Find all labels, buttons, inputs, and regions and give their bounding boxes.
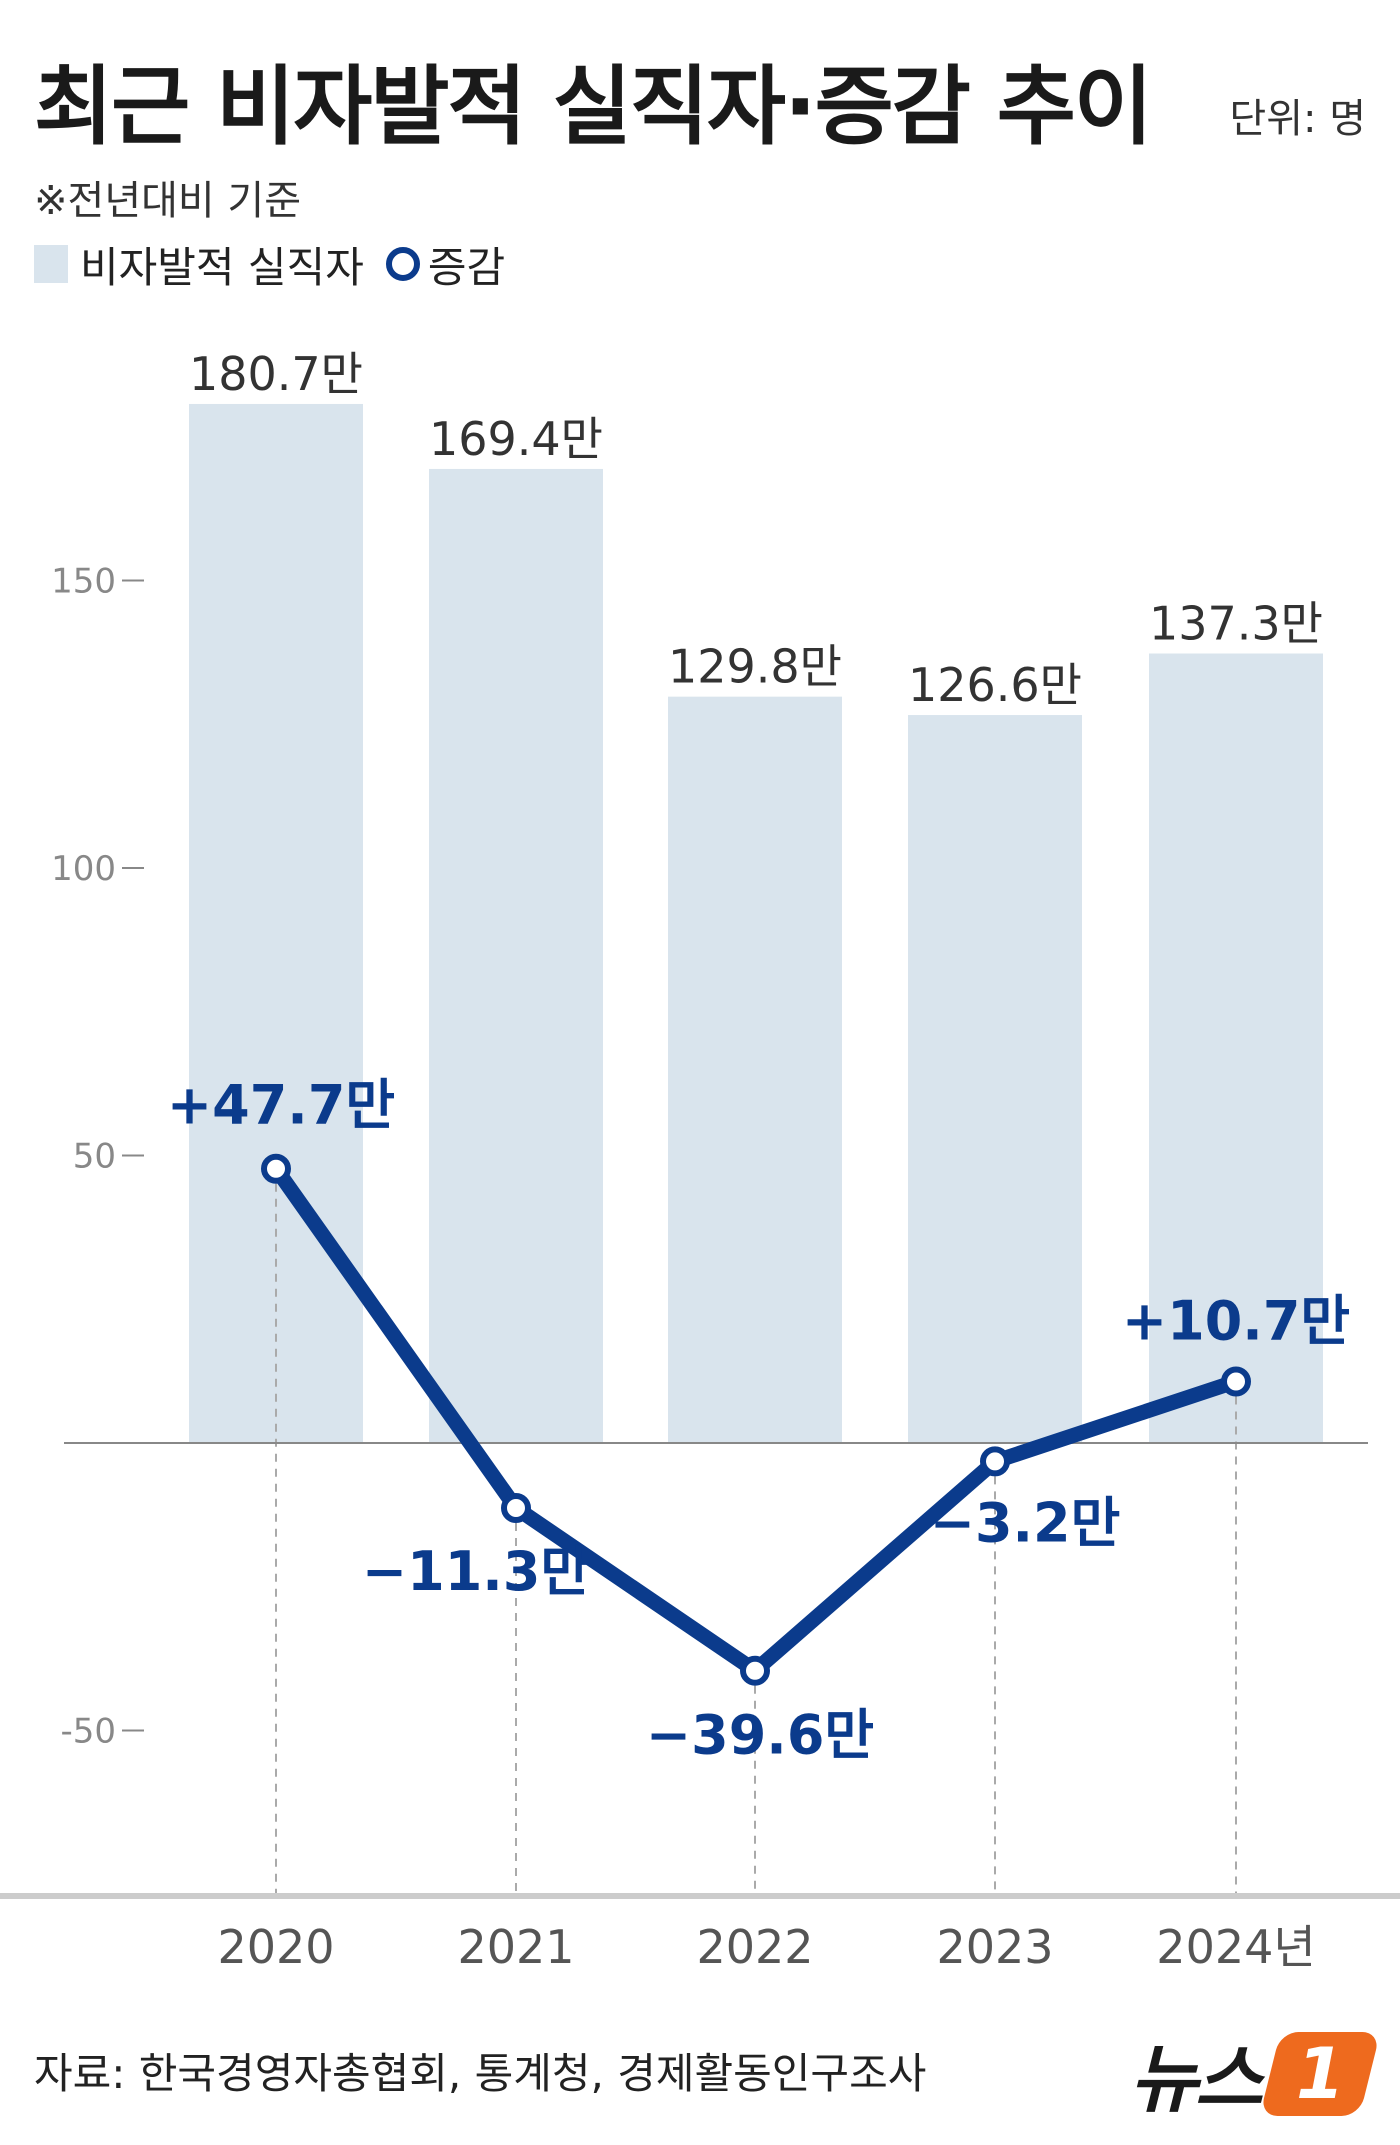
bar-2022 [668, 696, 842, 1443]
y-tick-label: -50 [60, 1712, 116, 1752]
logo-text: 뉴스 [1129, 2037, 1263, 2123]
source-note: 자료: 한국경영자총협회, 통계청, 경제활동인구조사 [34, 2049, 927, 2098]
bar-legend-label: 비자발적 실직자 [80, 242, 364, 292]
chart-title: 최근 비자발적 실직자·증감 추이 [34, 57, 1153, 157]
x-axis-baseline [0, 1893, 1400, 1899]
bar-value-label: 169.4만 [429, 412, 603, 466]
bar-value-label: 180.7만 [189, 347, 363, 401]
change-point-marker [740, 1655, 770, 1686]
change-value-label: −3.2만 [930, 1491, 1121, 1554]
x-category-label: 2021 [457, 1920, 574, 1974]
bar-2021 [429, 468, 603, 1443]
bar-2020 [189, 403, 363, 1444]
bar-legend-swatch [34, 245, 68, 283]
change-value-label: +47.7만 [167, 1074, 395, 1137]
y-tick-label: 100 [51, 849, 116, 889]
bar-value-label: 129.8만 [668, 640, 842, 694]
change-point-marker [980, 1446, 1010, 1477]
combo-chart: 150 100 50 -50 180.7만 169.4만 129.8만 126.6만 137.3… [0, 347, 1400, 1974]
bar-value-label: 137.3만 [1149, 597, 1323, 651]
change-value-label: −39.6만 [646, 1704, 874, 1767]
logo-badge-number: 1 [1295, 2032, 1345, 2115]
change-point-marker [1221, 1366, 1251, 1397]
bar-2024년 [1149, 653, 1323, 1443]
legend: 비자발적 실직자 증감 [34, 236, 505, 292]
bar-value-label: 126.6만 [908, 658, 1082, 712]
bar-2023 [908, 715, 1082, 1443]
change-value-label: −11.3만 [362, 1540, 590, 1603]
logo-badge: 1 [1259, 2031, 1381, 2116]
change-point-marker [501, 1492, 531, 1523]
y-tick-label: 50 [73, 1137, 116, 1177]
line-legend-marker [385, 247, 420, 281]
news1-logo: 뉴스 1 [1129, 2020, 1381, 2127]
change-point-marker [261, 1153, 291, 1184]
basis-note: ※전년대비 기준 [34, 178, 302, 224]
x-category-label: 2024년 [1156, 1920, 1315, 1974]
change-value-label: +10.7만 [1122, 1289, 1350, 1352]
x-category-label: 2023 [936, 1920, 1053, 1974]
unit-label: 단위: 명 [1229, 96, 1366, 142]
line-legend-label: 증감 [427, 242, 506, 292]
x-category-label: 2022 [696, 1920, 813, 1974]
y-tick-label: 150 [51, 562, 116, 602]
x-category-label: 2020 [217, 1920, 334, 1974]
